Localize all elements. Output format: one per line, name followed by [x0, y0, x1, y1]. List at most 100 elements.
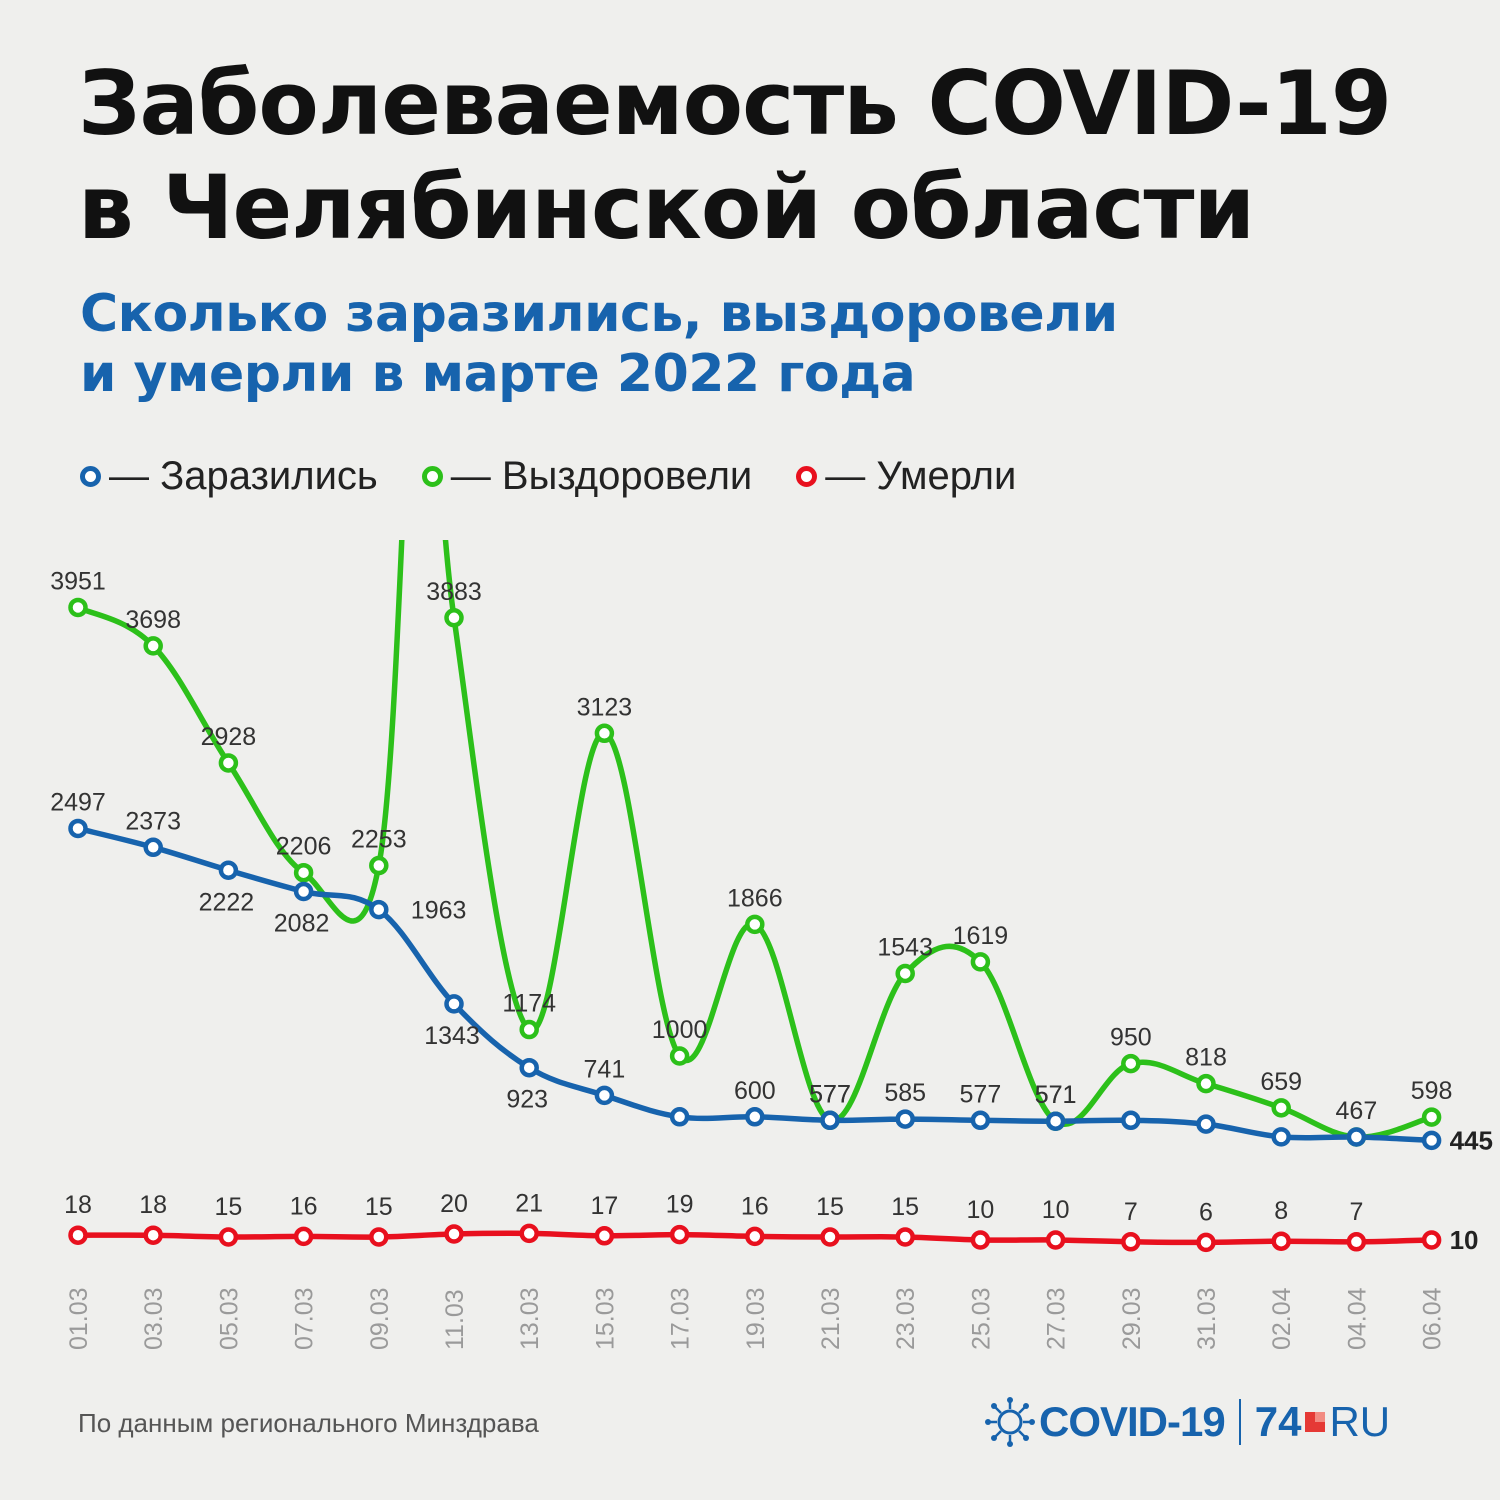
point-recovered [895, 963, 915, 984]
data-label-recovered: 1543 [877, 933, 933, 961]
chart-title: Заболеваемость COVID-19 в Челябинской об… [78, 52, 1392, 260]
covid-74ru-logo: COVID-19 74 RU [985, 1392, 1390, 1452]
data-label-recovered: 3951 [50, 567, 106, 595]
data-label-deaths: 7 [1124, 1198, 1138, 1226]
point-recovered [369, 855, 389, 876]
point-deaths [669, 1224, 690, 1245]
point-infected [369, 899, 389, 920]
logo-red-square-icon [1305, 1412, 1326, 1432]
data-label-infected: 577 [960, 1080, 1002, 1108]
x-tick-label: 13.03 [516, 1287, 544, 1350]
data-label-deaths: 8 [1274, 1197, 1288, 1225]
data-label-recovered: 3698 [125, 606, 181, 634]
point-recovered [293, 862, 314, 883]
logo-74-text: 74 [1254, 1398, 1302, 1445]
point-recovered [970, 952, 991, 972]
data-label-deaths: 19 [666, 1191, 694, 1219]
data-label-infected: 600 [734, 1077, 776, 1105]
data-label-recovered: 577 [809, 1080, 851, 1108]
point-recovered [1196, 1073, 1216, 1094]
point-recovered [669, 1046, 690, 1066]
data-label-deaths: 21 [515, 1189, 543, 1217]
x-tick-label: 11.03 [441, 1289, 469, 1350]
data-label-recovered: 3883 [426, 578, 482, 606]
point-deaths [293, 1226, 314, 1247]
point-recovered [1121, 1053, 1141, 1074]
point-deaths [1196, 1232, 1216, 1253]
data-label-recovered: 950 [1110, 1024, 1152, 1052]
x-tick-label: 03.03 [140, 1287, 168, 1350]
x-tick-label: 21.03 [817, 1287, 845, 1350]
point-infected [970, 1110, 991, 1131]
point-deaths [1346, 1232, 1367, 1252]
data-label-infected: 923 [506, 1086, 548, 1114]
legend-marker-infected [80, 465, 101, 487]
point-infected [1346, 1127, 1367, 1147]
x-tick-label: 06.04 [1419, 1287, 1447, 1350]
title-line-1: Заболеваемость COVID-19 [78, 52, 1392, 155]
data-label-deaths: 20 [440, 1190, 468, 1218]
point-infected [1121, 1110, 1141, 1131]
point-infected [218, 860, 239, 881]
point-infected [68, 818, 88, 839]
point-deaths [218, 1227, 239, 1247]
data-label-deaths: 15 [816, 1193, 844, 1221]
point-recovered [218, 753, 239, 773]
point-infected [745, 1107, 765, 1127]
virus-icon [985, 1397, 1035, 1447]
x-tick-label: 15.03 [591, 1287, 619, 1350]
data-label-recovered: 1866 [727, 884, 783, 912]
data-label-recovered: 1619 [953, 922, 1009, 950]
data-label-recovered: 818 [1185, 1044, 1227, 1072]
logo-covid-text: COVID-19 [1039, 1398, 1226, 1445]
point-infected [820, 1110, 840, 1131]
x-tick-label: 09.03 [366, 1287, 394, 1350]
point-recovered [519, 1019, 539, 1040]
point-infected [519, 1057, 539, 1078]
source-note: По данным регионального Минздрава [78, 1408, 539, 1438]
data-label-infected: 2373 [125, 807, 181, 835]
series-line-recovered [76, 540, 1433, 1140]
data-label-deaths: 16 [290, 1192, 318, 1220]
data-label-recovered: 1000 [652, 1016, 708, 1044]
data-label-deaths: 7 [1349, 1198, 1363, 1226]
point-deaths [895, 1227, 915, 1247]
point-deaths [820, 1227, 840, 1247]
point-deaths [1421, 1230, 1442, 1250]
x-tick-label: 04.04 [1343, 1287, 1371, 1350]
data-label-recovered: 598 [1411, 1077, 1453, 1105]
point-deaths [970, 1230, 991, 1250]
x-tick-label: 17.03 [667, 1287, 695, 1350]
chart-subtitle: Сколько заразились, выздоровели и умерли… [80, 284, 1118, 404]
x-tick-label: 07.03 [291, 1287, 319, 1350]
data-label-infected: 445 [1450, 1125, 1493, 1155]
data-label-recovered: 2928 [201, 723, 257, 751]
legend-item-deaths: — Умерли [796, 454, 1016, 499]
data-label-deaths: 15 [891, 1193, 919, 1221]
point-deaths [1271, 1231, 1291, 1251]
x-tick-label: 23.03 [892, 1287, 920, 1350]
data-label-deaths: 16 [741, 1192, 769, 1220]
point-deaths [369, 1227, 389, 1247]
data-label-infected: 2497 [50, 788, 106, 816]
data-label-recovered: 1174 [502, 990, 556, 1018]
x-tick-label: 19.03 [742, 1287, 770, 1350]
point-deaths [1121, 1232, 1141, 1252]
data-label-recovered: 467 [1336, 1097, 1378, 1125]
legend-label-recovered: — Выздоровели [450, 453, 753, 498]
data-label-recovered: 3123 [577, 693, 633, 721]
point-deaths [68, 1225, 88, 1245]
data-label-deaths: 6 [1199, 1198, 1213, 1226]
data-label-recovered: 2253 [351, 826, 407, 854]
logo-ru-text: RU [1329, 1398, 1391, 1445]
point-infected [669, 1107, 690, 1127]
point-infected [594, 1085, 615, 1106]
logo-separator [1238, 1399, 1241, 1445]
point-infected [1271, 1127, 1291, 1147]
data-label-infected: 2082 [274, 910, 330, 938]
data-label-infected: 585 [884, 1079, 926, 1107]
point-deaths [594, 1226, 615, 1246]
data-label-infected: 571 [1035, 1081, 1077, 1109]
data-label-deaths: 10 [1042, 1196, 1070, 1224]
data-label-deaths: 15 [214, 1193, 242, 1221]
